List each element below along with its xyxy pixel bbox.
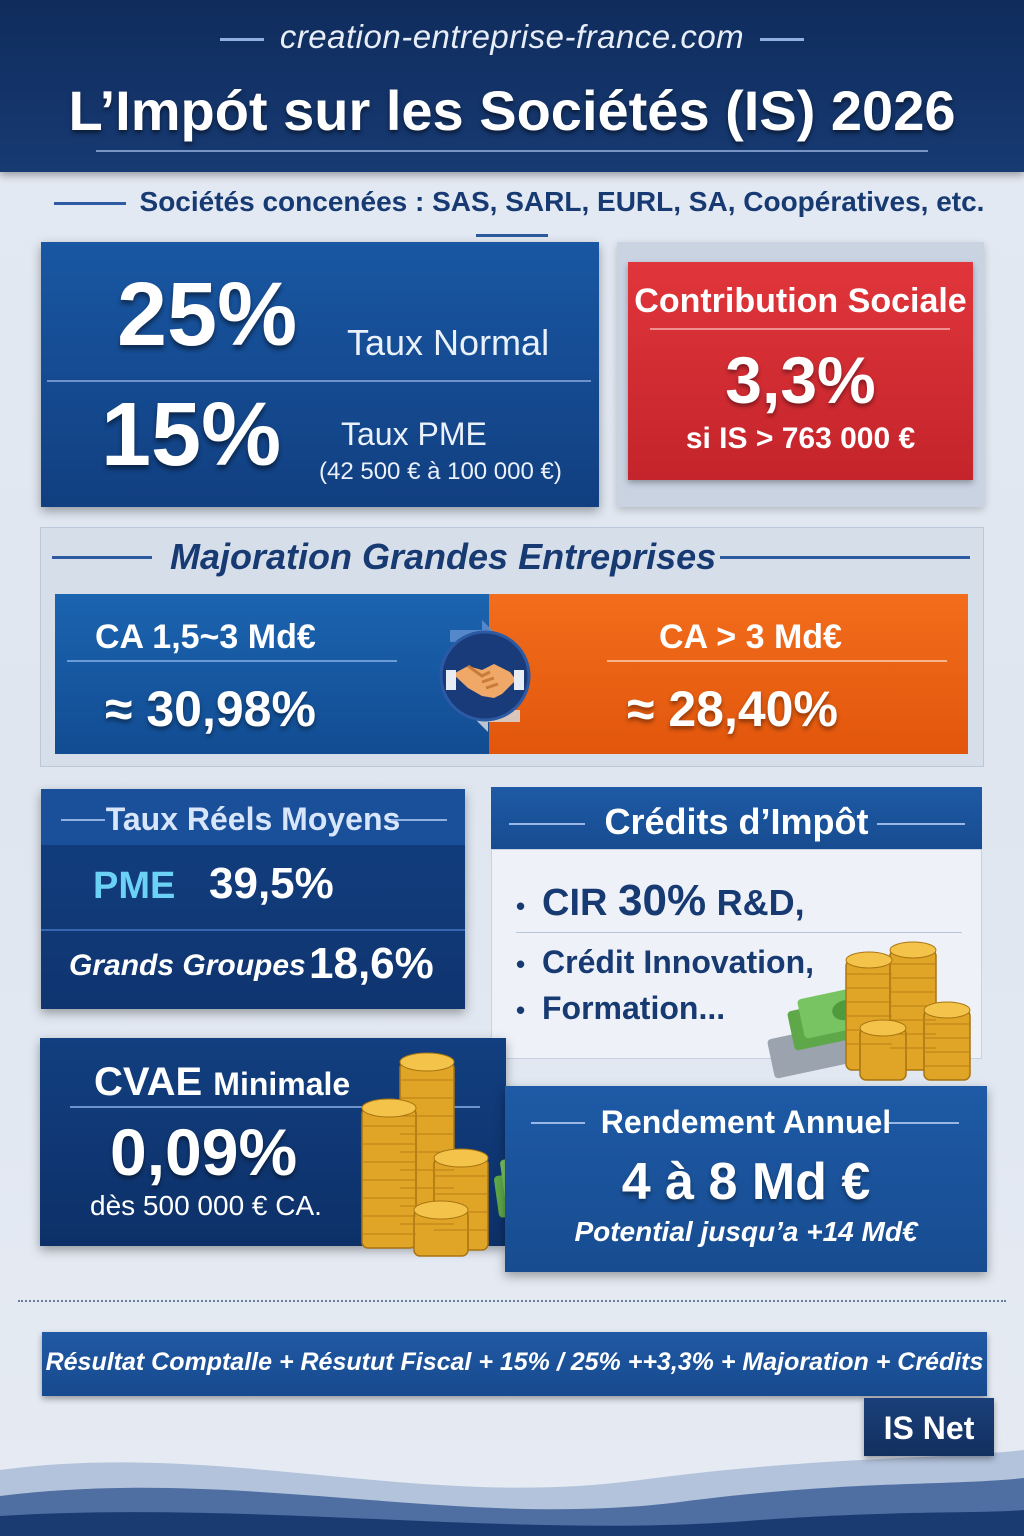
taux-pme-label: Taux PME	[341, 416, 487, 452]
rendement-title: Rendement Annuel	[600, 1104, 892, 1140]
taux-reels-line-right	[391, 819, 447, 821]
coin-stack-icon	[767, 941, 971, 1081]
credit-cir-rate: 30%	[618, 876, 707, 925]
bullet-icon: •	[516, 995, 526, 1025]
credit-cir-prefix: CIR	[542, 882, 608, 924]
taux-pme-value: 15%	[101, 385, 282, 485]
cvae-title: CVAE Minimale	[94, 1060, 350, 1105]
cvae-condition: dès 500 000 € CA.	[90, 1190, 322, 1221]
taux-reels-pme-value: 39,5%	[209, 859, 334, 908]
is-net-label: IS Net	[883, 1410, 975, 1446]
majoration-left-label: CA 1,5~3 Md€	[95, 618, 316, 656]
cvae-title-sub: Minimale	[213, 1066, 351, 1102]
taux-reels-panel: Taux Réels Moyens PME 39,5% Grands Group…	[41, 789, 465, 1009]
majoration-right-divider	[607, 660, 947, 662]
rendement-line-right	[889, 1122, 959, 1124]
credit-formation-text: Formation...	[542, 990, 726, 1026]
taux-reels-gg-label: Grands Groupes	[69, 949, 306, 982]
decor-dash-right	[760, 37, 805, 41]
contribution-title: Contribution Sociale	[634, 282, 967, 320]
taux-reels-header	[41, 789, 465, 845]
cvae-value: 0,09%	[110, 1115, 298, 1189]
subtitle-line-right	[476, 234, 548, 238]
rendement-panel: Rendement Annuel 4 à 8 Md € Potential ju…	[505, 1086, 987, 1272]
formula-bar: Résultat Comptalle + Résutut Fiscal + 15…	[42, 1332, 987, 1396]
rendement-value: 4 à 8 Md €	[621, 1153, 871, 1211]
credits-header: Crédits d’Impôt	[491, 787, 982, 849]
taux-normal-value: 25%	[117, 265, 298, 365]
credit-cir-suffix: R&D,	[716, 882, 805, 923]
taux-pme-range: (42 500 € à 100 000 €)	[319, 458, 562, 485]
majoration-left-value: ≈ 30,98%	[105, 681, 316, 737]
footer-divider	[18, 1300, 1006, 1302]
cvae-title-main: CVAE	[94, 1060, 203, 1104]
wave-decoration	[0, 1450, 1024, 1536]
subtitle: Sociétés concenées : SAS, SARL, EURL, SA…	[0, 186, 1024, 250]
credit-item-innovation: • Crédit Innovation,	[516, 944, 814, 981]
decor-dash-left	[219, 37, 264, 41]
credit-item-cir: • CIR 30% R&D,	[516, 876, 805, 926]
credit-innovation-text: Crédit Innovation,	[542, 944, 814, 980]
subtitle-text: Sociétés concenées : SAS, SARL, EURL, SA…	[139, 186, 985, 217]
bullet-icon: •	[516, 949, 526, 979]
majoration-line-left	[52, 556, 152, 559]
majoration-right-label: CA > 3 Md€	[659, 618, 842, 656]
taux-reels-pme-label: PME	[93, 865, 176, 907]
credits-divider	[516, 932, 962, 933]
title-divider	[96, 150, 928, 152]
cvae-divider	[70, 1106, 480, 1108]
is-net-badge: IS Net	[864, 1398, 994, 1456]
taux-reels-line-left	[61, 819, 105, 821]
majoration-left-divider	[67, 660, 397, 662]
handshake-icon	[439, 620, 531, 732]
taux-reels-title: Taux Réels Moyens	[105, 801, 401, 837]
taux-normal-label: Taux Normal	[347, 322, 550, 363]
taux-panel: 25% Taux Normal 15% Taux PME (42 500 € à…	[41, 242, 599, 507]
credit-item-formation: • Formation...	[516, 990, 725, 1027]
taux-divider	[47, 380, 591, 382]
contribution-panel: Contribution Sociale 3,3% si IS > 763 00…	[628, 262, 973, 480]
majoration-title: Majoration Grandes Entreprises	[170, 536, 717, 577]
credits-title: Crédits d’Impôt	[604, 801, 869, 842]
page-title: L’Impót sur les Sociétés (IS) 2026	[68, 79, 956, 142]
rendement-line-left	[531, 1122, 585, 1124]
contribution-divider	[650, 328, 950, 330]
site-url: creation-entreprise-france.com	[0, 18, 1024, 56]
header-banner: creation-entreprise-france.com L’Impót s…	[0, 0, 1024, 172]
credits-line-right	[877, 823, 965, 825]
rendement-potential: Potential jusqu’a +14 Md€	[574, 1216, 918, 1247]
formula-text: Résultat Comptalle + Résutut Fiscal + 15…	[45, 1348, 984, 1376]
majoration-left-panel: CA 1,5~3 Md€ ≈ 30,98%	[55, 594, 505, 754]
credits-line-left	[509, 823, 585, 825]
contribution-condition: si IS > 763 000 €	[685, 422, 916, 455]
majoration-right-panel: CA > 3 Md€ ≈ 28,40%	[489, 594, 968, 754]
subtitle-line-left	[53, 202, 126, 206]
taux-reels-gg-value: 18,6%	[309, 939, 434, 988]
contribution-value: 3,3%	[725, 343, 876, 417]
bullet-icon: •	[516, 891, 526, 921]
majoration-line-right	[720, 556, 970, 559]
majoration-right-value: ≈ 28,40%	[627, 681, 838, 737]
site-url-text: creation-entreprise-france.com	[279, 18, 745, 55]
taux-reels-divider	[41, 929, 465, 931]
